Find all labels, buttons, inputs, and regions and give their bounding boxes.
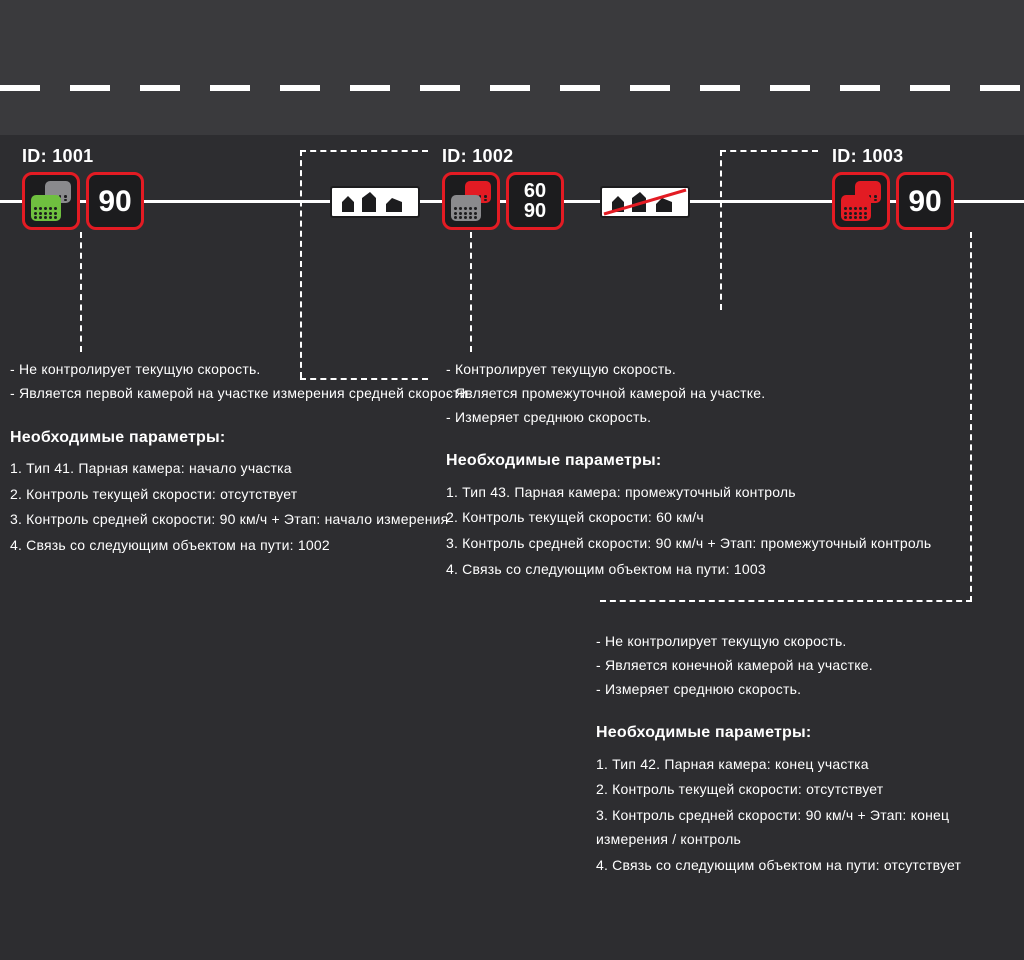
camera-1-param-1: 1. Тип 41. Парная камера: начало участка bbox=[10, 457, 472, 481]
camera-1-description: - Не контролирует текущую скорость. - Яв… bbox=[10, 358, 472, 560]
connector-v3a bbox=[720, 150, 722, 310]
camera-2-param-2: 2. Контроль текущей скорости: 60 км/ч bbox=[446, 506, 931, 530]
camera-3-params-header: Необходимые параметры: bbox=[596, 719, 1024, 746]
connector-v3b bbox=[970, 232, 972, 602]
camera-3-description: - Не контролирует текущую скорость. - Яв… bbox=[596, 630, 1024, 880]
connector-v1 bbox=[80, 232, 82, 352]
camera-1-param-4: 4. Связь со следующим объектом на пути: … bbox=[10, 534, 472, 558]
camera-1-id-label: ID: 1001 bbox=[22, 146, 93, 167]
camera-1-icon-box bbox=[22, 172, 80, 230]
camera-2-icon-box bbox=[442, 172, 500, 230]
camera-1-front-icon bbox=[31, 195, 61, 221]
camera-1-group: 90 bbox=[22, 172, 144, 230]
camera-2-front-icon bbox=[451, 195, 481, 221]
camera-1-param-3: 3. Контроль средней скорости: 90 км/ч + … bbox=[10, 508, 472, 532]
camera-2-desc-3: - Измеряет среднюю скорость. bbox=[446, 406, 931, 430]
camera-3-speed-value: 90 bbox=[908, 188, 941, 215]
road-surface bbox=[0, 0, 1024, 135]
city-exit-sign bbox=[600, 186, 690, 218]
camera-1-desc-1: - Не контролирует текущую скорость. bbox=[10, 358, 472, 382]
camera-2-group: 60 90 bbox=[442, 172, 564, 230]
camera-2-description: - Контролирует текущую скорость. - Являе… bbox=[446, 358, 931, 584]
camera-3-icon-box bbox=[832, 172, 890, 230]
camera-1-speed-value: 90 bbox=[98, 188, 131, 215]
camera-2-desc-1: - Контролирует текущую скорость. bbox=[446, 358, 931, 382]
camera-2-speed-box: 60 90 bbox=[506, 172, 564, 230]
camera-3-param-1: 1. Тип 42. Парная камера: конец участка bbox=[596, 753, 1024, 777]
camera-3-desc-3: - Измеряет среднюю скорость. bbox=[596, 678, 1024, 702]
camera-3-param-2: 2. Контроль текущей скорости: отсутствуе… bbox=[596, 778, 1024, 802]
camera-2-speed-values: 60 90 bbox=[524, 181, 546, 221]
camera-1-speed-box: 90 bbox=[86, 172, 144, 230]
camera-2-desc-2: - Является промежуточной камерой на учас… bbox=[446, 382, 931, 406]
camera-2-id-label: ID: 1002 bbox=[442, 146, 513, 167]
camera-1-desc-2: - Является первой камерой на участке изм… bbox=[10, 382, 472, 406]
camera-1-param-2: 2. Контроль текущей скорости: отсутствуе… bbox=[10, 483, 472, 507]
city-enter-sign bbox=[330, 186, 420, 218]
camera-3-desc-2: - Является конечной камерой на участке. bbox=[596, 654, 1024, 678]
camera-3-param-3: 3. Контроль средней скорости: 90 км/ч + … bbox=[596, 804, 1024, 852]
connector-h3a bbox=[720, 150, 818, 152]
road-center-dash bbox=[0, 85, 1024, 91]
connector-v2a bbox=[300, 150, 302, 378]
camera-1-params-header: Необходимые параметры: bbox=[10, 424, 472, 451]
connector-h2a bbox=[300, 150, 428, 152]
connector-h3c bbox=[600, 600, 972, 602]
connector-v2c bbox=[470, 232, 472, 352]
camera-2-param-1: 1. Тип 43. Парная камера: промежуточный … bbox=[446, 481, 931, 505]
camera-3-front-icon bbox=[841, 195, 871, 221]
camera-3-id-label: ID: 1003 bbox=[832, 146, 903, 167]
camera-2-speed-1: 60 bbox=[524, 181, 546, 201]
camera-3-speed-box: 90 bbox=[896, 172, 954, 230]
camera-2-param-3: 3. Контроль средней скорости: 90 км/ч + … bbox=[446, 532, 931, 556]
camera-2-speed-2: 90 bbox=[524, 201, 546, 221]
camera-3-param-4: 4. Связь со следующим объектом на пути: … bbox=[596, 854, 1024, 878]
camera-2-params-header: Необходимые параметры: bbox=[446, 447, 931, 474]
camera-2-param-4: 4. Связь со следующим объектом на пути: … bbox=[446, 558, 931, 582]
camera-3-desc-1: - Не контролирует текущую скорость. bbox=[596, 630, 1024, 654]
camera-3-group: 90 bbox=[832, 172, 954, 230]
